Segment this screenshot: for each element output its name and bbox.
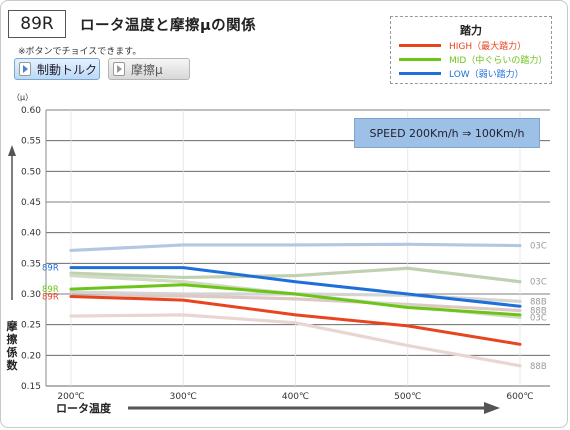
y-unit-label: （μ） — [12, 93, 33, 102]
legend-label: HIGH（最大踏力） — [449, 42, 527, 52]
series-start-label: 89R — [42, 292, 59, 302]
x-tick-label: 400℃ — [282, 392, 309, 402]
friction-mu-button[interactable]: 摩擦μ — [108, 58, 190, 80]
y-tick-label: 0.35 — [21, 259, 41, 269]
legend-swatch — [399, 58, 441, 61]
friction-mu-label: 摩擦μ — [131, 63, 163, 77]
y-tick-label: 0.45 — [21, 198, 41, 208]
x-axis-title: ロータ温度 — [56, 401, 112, 415]
play-triangle-icon — [113, 62, 125, 76]
legend-label: LOW（弱い踏力） — [449, 70, 524, 80]
y-axis-arrow-head — [8, 145, 16, 156]
legend-swatch — [399, 44, 441, 47]
series-line-89r — [69, 283, 522, 317]
instruction-note: ※ボタンでチョイスできます。 — [18, 47, 142, 57]
series-line-03c — [69, 242, 522, 253]
series-end-label: 88B — [530, 307, 547, 317]
series-line-89r — [69, 294, 522, 346]
y-axis-title-char: 擦 — [7, 332, 18, 346]
series-line-03c — [69, 266, 522, 284]
series-end-label: 03C — [530, 242, 547, 252]
y-tick-label: 0.25 — [21, 321, 41, 331]
series-end-label: 03C — [530, 278, 547, 288]
page-title: ロータ温度と摩擦μの関係 — [80, 18, 257, 34]
x-tick-label: 500℃ — [394, 392, 421, 402]
x-tick-labels: 200℃ 300℃ 400℃ 500℃ 600℃ — [57, 392, 533, 402]
legend-title: 踏力 — [460, 24, 482, 37]
y-tick-label: 0.30 — [21, 290, 41, 300]
y-tick-label: 0.55 — [21, 137, 41, 147]
series-end-label: 03C — [530, 313, 547, 323]
x-tick-label: 600℃ — [506, 392, 533, 402]
y-axis-title-char: 摩 — [7, 319, 19, 333]
y-tick-label: 0.40 — [21, 229, 41, 239]
braking-torque-button[interactable]: 制動トルク — [14, 58, 100, 80]
y-tick-labels: 0.15 0.20 0.25 0.30 0.35 0.40 0.45 0.50 0.55 0.60… — [12, 93, 41, 392]
y-tick-label: 0.60 — [21, 106, 41, 116]
y-axis-title-char: 係 — [7, 345, 18, 359]
x-tick-label: 200℃ — [57, 392, 84, 402]
series-line-88b — [69, 294, 522, 313]
series-start-label: 89R — [42, 264, 59, 274]
y-tick-label: 0.15 — [21, 382, 41, 392]
y-tick-label: 0.20 — [21, 351, 41, 361]
y-axis-title-char: 数 — [7, 358, 19, 372]
series-end-label: 88B — [530, 297, 547, 307]
legend-label: MID（中ぐらいの踏力） — [449, 56, 548, 66]
series-line-88b — [69, 313, 522, 368]
series-line-89r — [69, 266, 522, 308]
play-triangle-icon — [19, 62, 31, 76]
x-axis-arrow-head — [484, 402, 500, 414]
model-code-box: 89R — [8, 10, 66, 38]
series-end-label: 88B — [530, 362, 547, 372]
y-tick-label: 0.50 — [21, 167, 41, 177]
series-start-label: 89R — [42, 285, 59, 295]
braking-torque-label: 制動トルク — [37, 63, 98, 77]
pedal-force-legend: 踏力 HIGH（最大踏力） MID（中ぐらいの踏力） LOW（弱い踏力） — [390, 16, 552, 84]
x-tick-label: 300℃ — [170, 392, 197, 402]
speed-condition-box: SPEED 200Km/h ⇒ 100Km/h — [354, 118, 540, 148]
legend-swatch — [399, 72, 441, 75]
